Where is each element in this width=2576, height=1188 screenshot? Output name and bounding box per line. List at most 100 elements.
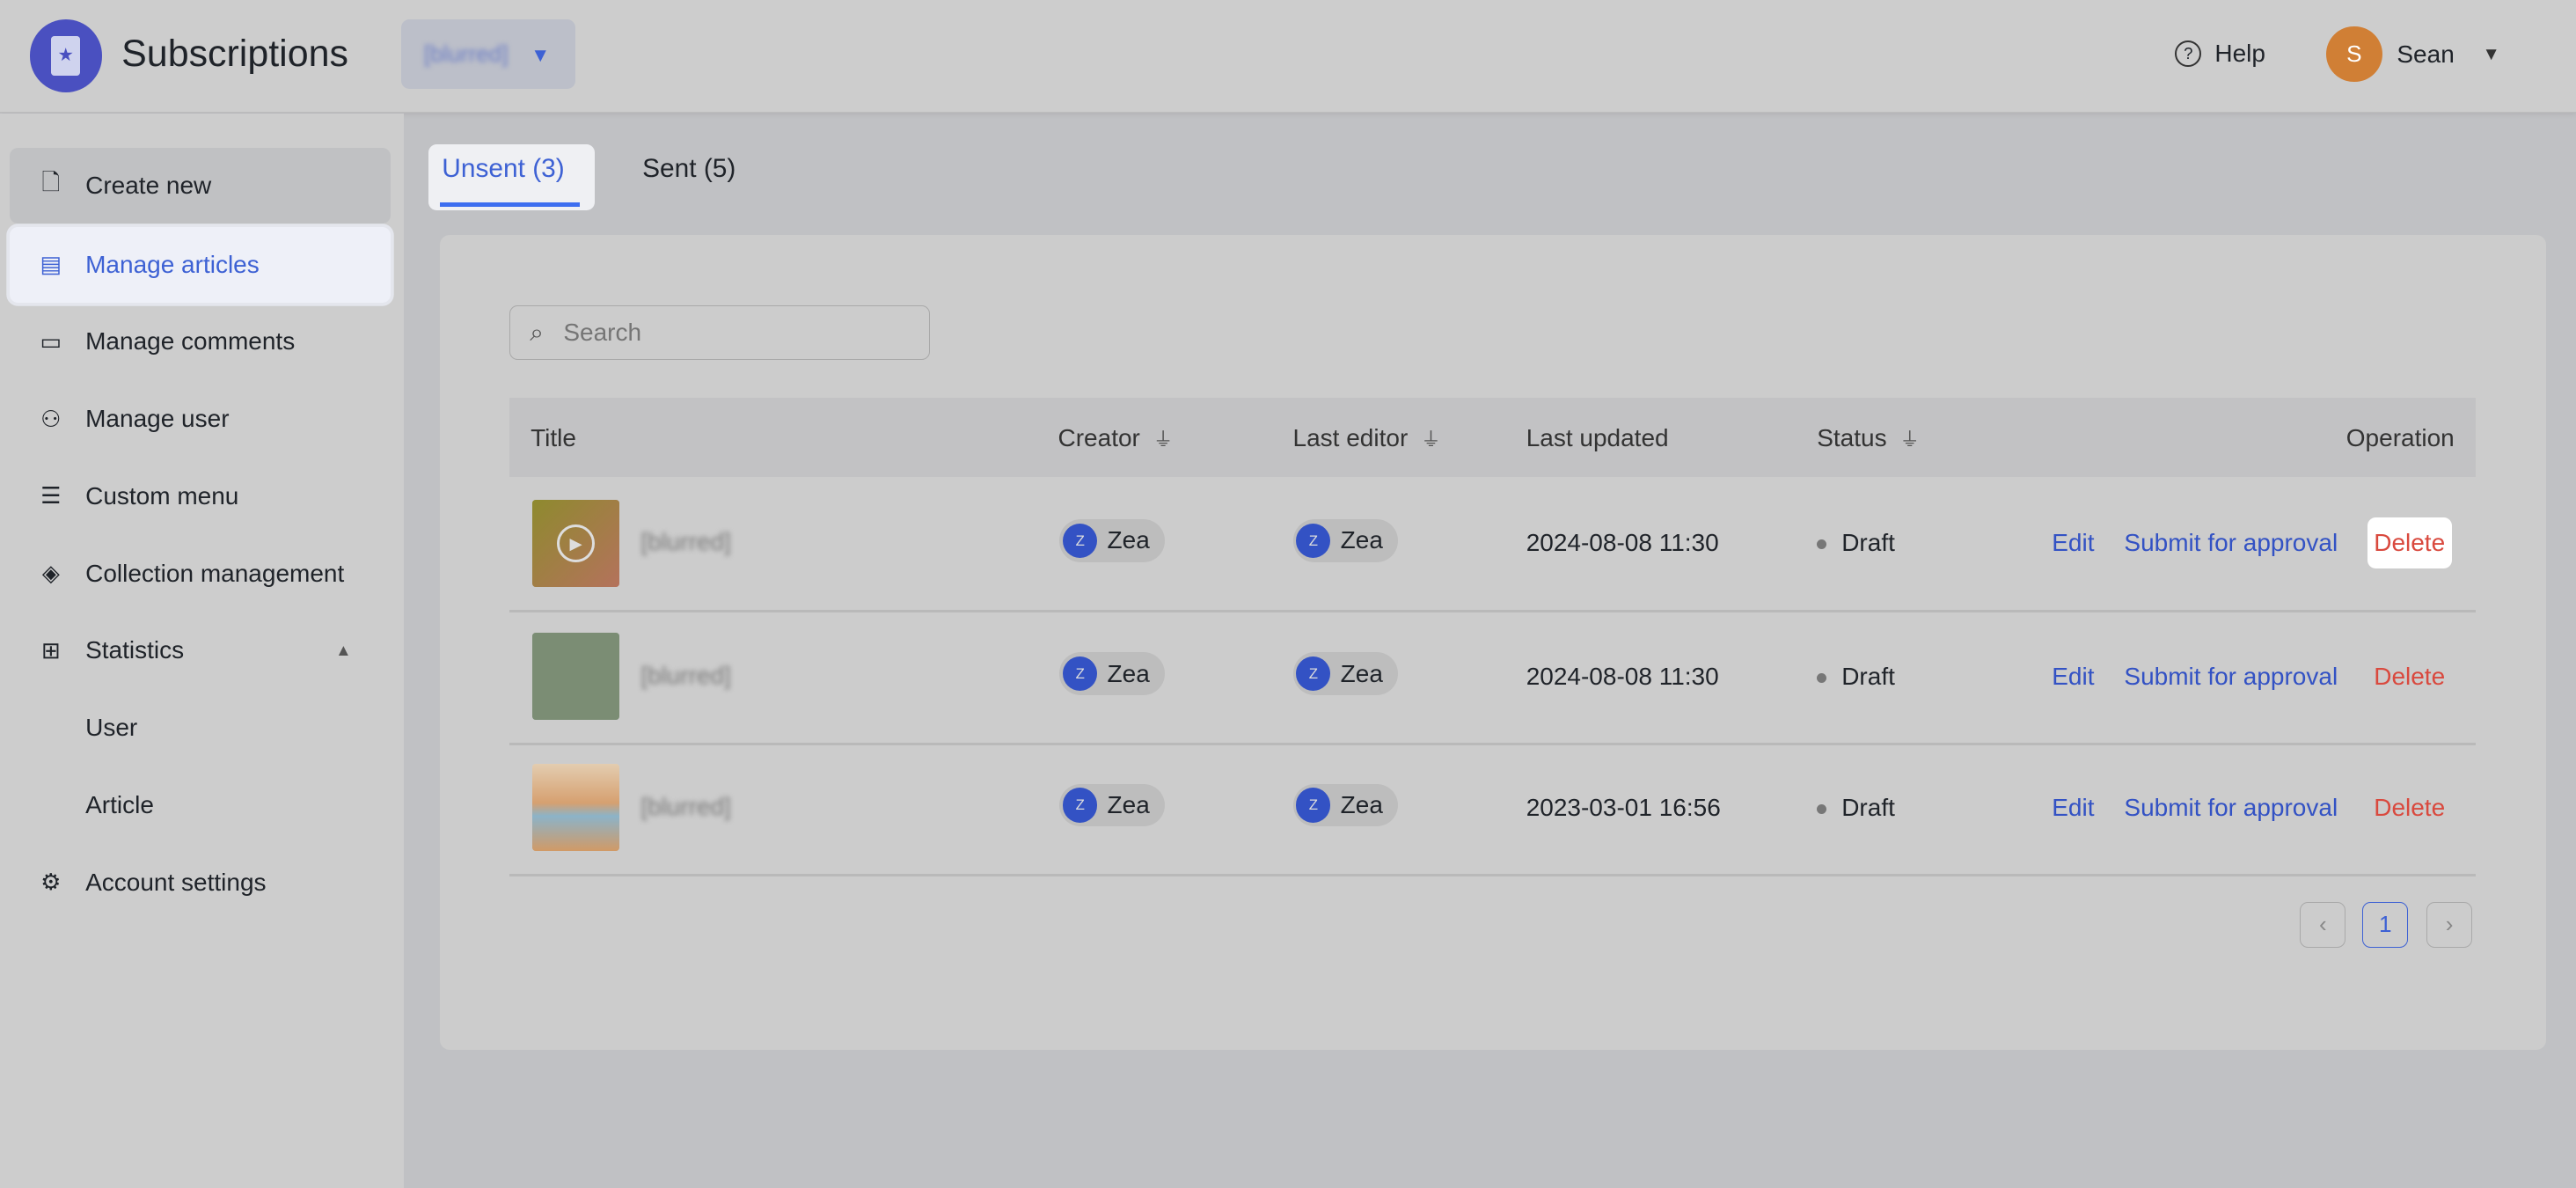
status-label: Draft — [1841, 793, 1895, 821]
sidebar-item-label: Custom menu — [85, 481, 239, 510]
filter-icon[interactable]: ⏚ — [1153, 428, 1174, 451]
tab-underline — [440, 202, 581, 208]
prev-page-button[interactable]: ‹ — [2300, 902, 2346, 949]
status-dot — [1817, 803, 1827, 815]
search-box[interactable]: ⌕ — [509, 305, 930, 360]
article-title[interactable]: [blurred] — [640, 661, 731, 689]
search-icon: ⌕ — [530, 318, 544, 346]
sidebar-item-label: Manage articles — [85, 250, 260, 278]
app-title: Subscriptions — [121, 33, 348, 76]
delete-link[interactable]: Delete — [2374, 662, 2446, 690]
table-row: ▶ [blurred] Z Zea Z Zea 2024-08-08 11:30 D… — [509, 478, 2476, 612]
submit-for-approval-link[interactable]: Submit for approval — [2124, 529, 2338, 557]
editor-name: Zea — [1340, 526, 1383, 554]
table-row: [blurred] Z Zea Z Zea 2023-03-01 16:56 Dra… — [509, 743, 2476, 877]
submit-for-approval-link[interactable]: Submit for approval — [2124, 662, 2338, 690]
sidebar-item-label: Statistics — [85, 636, 185, 664]
creator-name: Zea — [1107, 790, 1150, 818]
avatar: Z — [1063, 523, 1098, 558]
editor-chip: Z Zea — [1292, 519, 1398, 562]
sidebar-item-statistics-article[interactable]: Article — [10, 767, 466, 843]
help-icon: ? — [2175, 40, 2202, 67]
column-label: Status — [1817, 423, 1887, 451]
caret-up-icon: ▲ — [335, 641, 352, 660]
creator-chip: Z Zea — [1059, 783, 1165, 827]
avatar: S — [2326, 26, 2382, 83]
filter-icon[interactable]: ⏚ — [1421, 428, 1441, 451]
comment-icon: ▭ — [40, 327, 62, 355]
avatar: Z — [1296, 788, 1331, 823]
workspace-selector[interactable]: [blurred] ▼ — [400, 19, 575, 89]
delete-link[interactable]: Delete — [2367, 517, 2452, 569]
tab-sent[interactable]: Sent (5) — [629, 144, 749, 210]
status-label: Draft — [1841, 529, 1895, 557]
creator-name: Zea — [1107, 526, 1150, 554]
tab-label: Unsent (3) — [442, 154, 565, 184]
caret-down-icon: ▼ — [2482, 43, 2500, 64]
sidebar-item-label: Manage comments — [85, 327, 296, 356]
gear-icon: ⚙ — [40, 869, 62, 896]
article-title[interactable]: [blurred] — [640, 793, 731, 821]
avatar: Z — [1063, 788, 1098, 823]
help-label: Help — [2214, 39, 2265, 67]
sidebar-item-account-settings[interactable]: ⚙ Account settings — [10, 845, 391, 920]
help-button[interactable]: ? Help — [2175, 40, 2265, 68]
edit-link[interactable]: Edit — [2052, 793, 2095, 821]
column-status: Status ⏚ — [1817, 424, 1920, 452]
sidebar-item-custom-menu[interactable]: ☰ Custom menu — [10, 458, 391, 534]
edit-link[interactable]: Edit — [2052, 662, 2095, 690]
article-title[interactable]: [blurred] — [640, 528, 731, 556]
play-icon: ▶ — [556, 524, 596, 562]
workspace-name: [blurred] — [423, 40, 509, 67]
filter-icon[interactable]: ⏚ — [1899, 428, 1920, 451]
status-dot — [1817, 539, 1827, 550]
sidebar-item-statistics-user[interactable]: User — [10, 690, 466, 766]
caret-down-icon: ▼ — [531, 44, 551, 67]
last-updated: 2023-03-01 16:56 — [1526, 793, 1721, 821]
edit-link[interactable]: Edit — [2052, 529, 2095, 557]
sidebar-item-statistics[interactable]: ⊞ Statistics ▲ — [10, 612, 391, 688]
sidebar-item-label: Create new — [85, 171, 212, 199]
app-logo: ★ — [29, 19, 102, 92]
avatar: Z — [1296, 523, 1331, 558]
sidebar-item-manage-articles[interactable]: ▤ Manage articles — [10, 226, 392, 303]
star-document-icon: ★ — [50, 36, 81, 76]
tab-unsent[interactable]: Unsent (3) — [428, 144, 595, 210]
table-row: [blurred] Z Zea Z Zea 2024-08-08 11:30 Dra… — [509, 612, 2476, 745]
menu-icon: ☰ — [40, 482, 62, 510]
column-title: Title — [531, 423, 576, 451]
column-label: Creator — [1057, 423, 1140, 451]
article-thumbnail — [531, 764, 619, 852]
column-operation: Operation — [2345, 423, 2455, 451]
delete-link[interactable]: Delete — [2374, 793, 2446, 821]
sidebar-item-manage-comments[interactable]: ▭ Manage comments — [10, 304, 391, 379]
column-last-editor: Last editor ⏚ — [1293, 424, 1441, 452]
next-page-button[interactable]: › — [2426, 902, 2473, 949]
sidebar: 🗋 Create new ▤ Manage articles ▭ Manage com… — [0, 113, 405, 1188]
layers-icon: ◈ — [41, 560, 60, 587]
article-thumbnail: ▶ — [531, 499, 619, 587]
avatar: Z — [1063, 656, 1098, 692]
sidebar-item-create-new[interactable]: 🗋 Create new — [10, 148, 392, 224]
user-menu[interactable]: S Sean ▼ — [2326, 26, 2500, 83]
avatar: Z — [1296, 656, 1331, 692]
last-updated: 2024-08-08 11:30 — [1526, 662, 1719, 690]
editor-chip: Z Zea — [1292, 783, 1398, 827]
page-1-button[interactable]: 1 — [2362, 902, 2409, 949]
users-icon: ⚇ — [40, 405, 62, 432]
status-badge: Draft — [1817, 794, 1895, 822]
submit-for-approval-link[interactable]: Submit for approval — [2124, 793, 2338, 821]
sidebar-item-manage-user[interactable]: ⚇ Manage user — [10, 381, 391, 457]
creator-chip: Z Zea — [1059, 652, 1165, 695]
status-badge: Draft — [1817, 663, 1895, 691]
editor-name: Zea — [1340, 790, 1383, 818]
creator-name: Zea — [1107, 659, 1150, 687]
tab-label: Sent (5) — [642, 154, 736, 184]
document-icon: ▤ — [40, 251, 62, 278]
sidebar-item-label: Article — [85, 790, 154, 818]
search-input[interactable] — [560, 317, 879, 348]
column-last-updated: Last updated — [1526, 423, 1669, 451]
sidebar-item-label: Account settings — [85, 868, 267, 896]
sidebar-item-collection-management[interactable]: ◈ Collection management — [10, 536, 391, 612]
sidebar-item-label: Manage user — [85, 405, 230, 433]
